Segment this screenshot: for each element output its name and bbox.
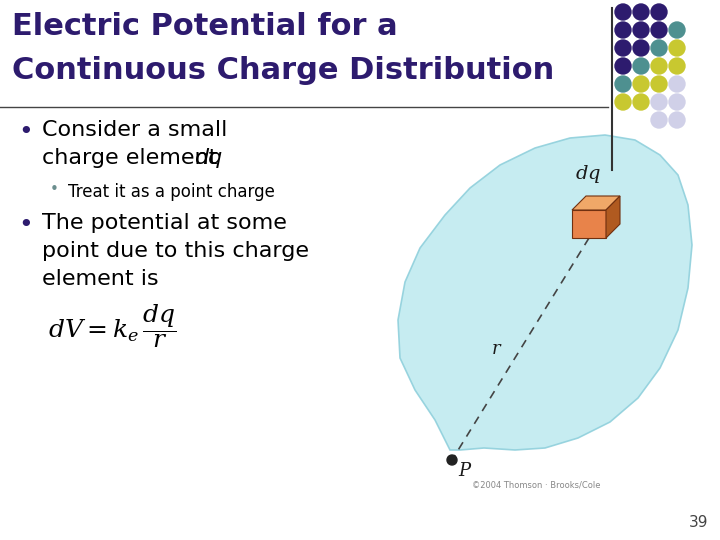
Circle shape — [651, 112, 667, 128]
Text: •: • — [18, 120, 32, 144]
Circle shape — [615, 4, 631, 20]
Text: Treat it as a point charge: Treat it as a point charge — [68, 183, 275, 201]
Text: $P$: $P$ — [458, 462, 472, 480]
Text: ©2004 Thomson · Brooks/Cole: ©2004 Thomson · Brooks/Cole — [472, 480, 600, 489]
Circle shape — [669, 40, 685, 56]
Circle shape — [633, 94, 649, 110]
Circle shape — [651, 40, 667, 56]
Circle shape — [447, 455, 457, 465]
Circle shape — [633, 40, 649, 56]
Circle shape — [669, 112, 685, 128]
Text: dq: dq — [195, 148, 223, 168]
Text: point due to this charge: point due to this charge — [42, 241, 309, 261]
Circle shape — [633, 58, 649, 74]
Circle shape — [615, 22, 631, 38]
Circle shape — [615, 58, 631, 74]
Polygon shape — [572, 196, 620, 210]
Circle shape — [651, 76, 667, 92]
Circle shape — [633, 76, 649, 92]
Text: Continuous Charge Distribution: Continuous Charge Distribution — [12, 56, 554, 85]
Text: $dV = k_e\,\dfrac{dq}{r}$: $dV = k_e\,\dfrac{dq}{r}$ — [48, 302, 176, 350]
Text: Electric Potential for a: Electric Potential for a — [12, 12, 397, 41]
Circle shape — [669, 94, 685, 110]
Circle shape — [633, 4, 649, 20]
Text: element is: element is — [42, 269, 158, 289]
Circle shape — [633, 22, 649, 38]
Circle shape — [669, 58, 685, 74]
Text: $r$: $r$ — [491, 340, 503, 358]
Circle shape — [651, 94, 667, 110]
Text: Consider a small: Consider a small — [42, 120, 228, 140]
Text: •: • — [50, 182, 59, 197]
Text: The potential at some: The potential at some — [42, 213, 287, 233]
Circle shape — [669, 76, 685, 92]
Polygon shape — [606, 196, 620, 238]
Text: 39: 39 — [688, 515, 708, 530]
Polygon shape — [398, 135, 692, 450]
Circle shape — [615, 40, 631, 56]
Text: •: • — [18, 213, 32, 237]
Circle shape — [615, 76, 631, 92]
Circle shape — [651, 22, 667, 38]
Text: $dq$: $dq$ — [575, 163, 601, 185]
Circle shape — [669, 22, 685, 38]
Circle shape — [651, 4, 667, 20]
Text: charge element: charge element — [42, 148, 225, 168]
Polygon shape — [572, 210, 606, 238]
Circle shape — [615, 94, 631, 110]
Circle shape — [651, 58, 667, 74]
